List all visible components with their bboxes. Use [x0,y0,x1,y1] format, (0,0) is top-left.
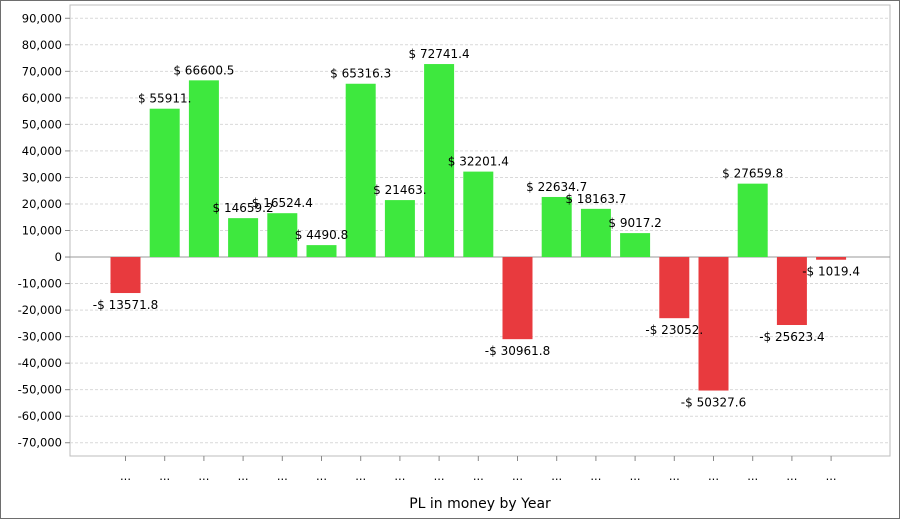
y-tick-label: -20,000 [18,303,62,317]
data-label: -$ 50327.6 [681,396,746,410]
data-label: $ 65316.3 [330,67,391,81]
data-label: $ 27659.8 [722,167,783,181]
bar [188,80,219,258]
data-label: -$ 1019.4 [802,265,860,279]
bar [267,213,298,258]
bar [737,183,768,258]
bar [776,257,807,326]
y-tick-label: 40,000 [22,144,62,158]
y-tick-label: 60,000 [22,91,62,105]
y-tick-label: -70,000 [18,436,62,450]
data-label: $ 32201.4 [448,155,509,169]
data-label: $ 4490.8 [295,228,348,242]
data-label: $ 21463. [373,183,426,197]
data-label: $ 9017.2 [608,216,661,230]
y-tick-label: 30,000 [22,170,62,184]
x-tick-label: ... [669,469,680,483]
y-tick-label: -30,000 [18,330,62,344]
y-tick-label: 50,000 [22,117,62,131]
bar [580,208,611,258]
x-tick-label: ... [708,469,719,483]
bar [620,233,651,258]
x-tick-label: ... [120,469,131,483]
x-tick-label: ... [394,469,405,483]
x-tick-label: ... [316,469,327,483]
x-tick-label: ... [473,469,484,483]
x-axis-label: PL in money by Year [409,496,551,512]
y-tick-label: -10,000 [18,277,62,291]
y-tick-label: 70,000 [22,64,62,78]
x-tick-label: ... [238,469,249,483]
y-tick-label: 90,000 [22,11,62,25]
data-label: $ 22634.7 [526,180,587,194]
bar [110,257,141,294]
data-label: $ 72741.4 [409,47,470,61]
bar [149,108,180,258]
data-label: $ 18163.7 [565,192,626,206]
bar [659,257,690,319]
x-axis: ........................................… [120,456,837,483]
y-axis: 90,000 80,000 70,000 60,000 50,000 40,000 30,0… [18,11,70,450]
data-label: $ 16524.4 [252,196,313,210]
y-tick-label: -60,000 [18,409,62,423]
data-label: -$ 30961.8 [485,344,550,358]
x-tick-label: ... [198,469,209,483]
bar [424,64,455,258]
x-tick-label: ... [786,469,797,483]
data-label: $ 55911. [138,92,191,106]
x-tick-label: ... [826,469,837,483]
bar [384,200,415,258]
x-tick-label: ... [355,469,366,483]
x-tick-label: ... [277,469,288,483]
x-tick-label: ... [551,469,562,483]
bar [228,218,259,258]
y-tick-label: -40,000 [18,356,62,370]
bar [345,83,376,258]
x-tick-label: ... [512,469,523,483]
data-label: -$ 13571.8 [93,298,158,312]
data-label: $ 14659.2 [213,201,274,215]
bar [306,245,337,258]
data-labels: -$ 13571.8 $ 55911. $ 66600.5 $ 14659.2$ 16… [93,47,860,409]
y-tick-label: 0 [55,250,62,264]
bar [463,171,494,258]
data-label: -$ 25623.4 [759,330,824,344]
bar [816,257,847,260]
x-tick-label: ... [434,469,445,483]
y-tick-label: 80,000 [22,38,62,52]
y-tick-label: 20,000 [22,197,62,211]
bar [698,257,729,391]
bars [110,64,847,391]
y-tick-label: -50,000 [18,383,62,397]
bar [541,196,572,258]
x-tick-label: ... [590,469,601,483]
x-tick-label: ... [159,469,170,483]
x-tick-label: ... [630,469,641,483]
y-tick-label: 10,000 [22,224,62,238]
data-label: -$ 23052. [645,323,703,337]
data-label: $ 66600.5 [173,63,234,77]
x-tick-label: ... [747,469,758,483]
bar [502,257,533,340]
